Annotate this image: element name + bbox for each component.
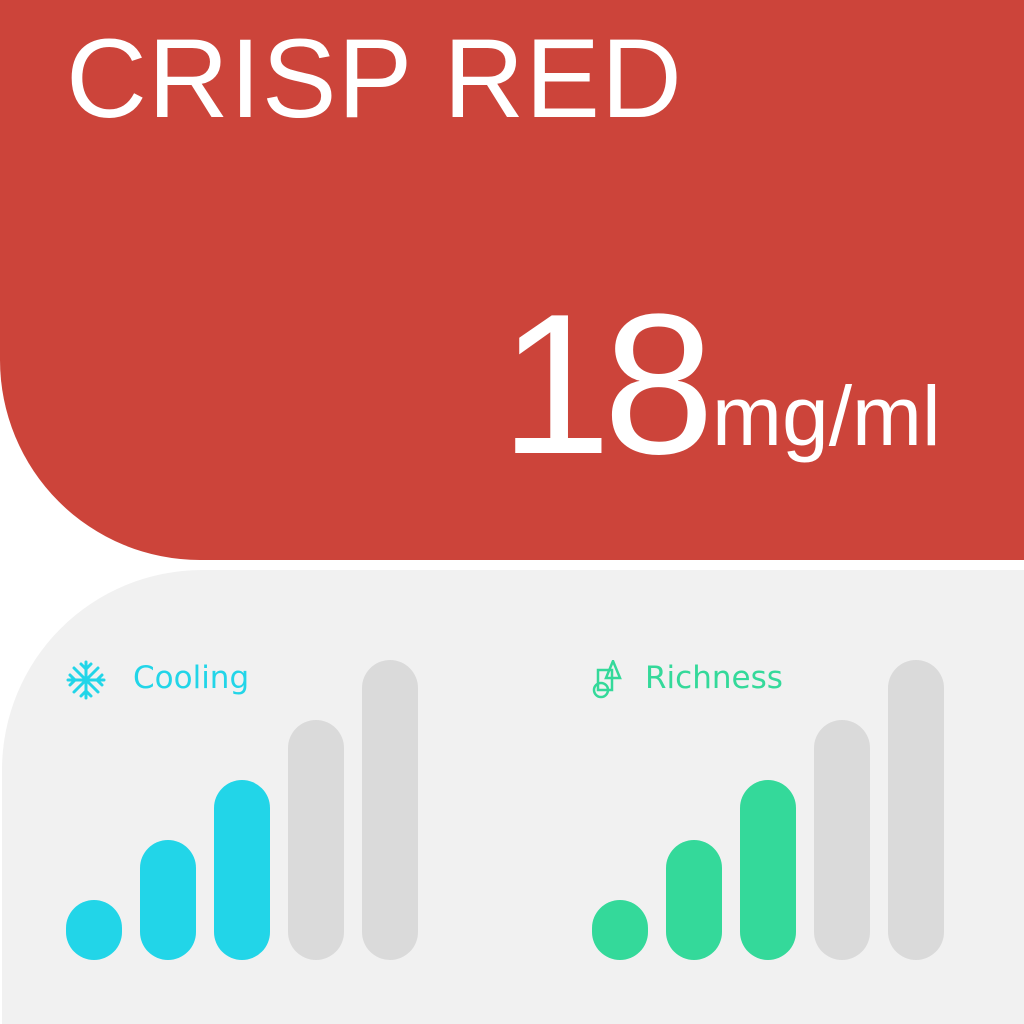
shapes-icon (592, 660, 622, 699)
cooling-level-bar (66, 900, 122, 960)
snowflake-icon (66, 660, 106, 700)
cooling-level-bar (288, 720, 344, 960)
nicotine-strength: 18 (500, 273, 714, 496)
product-name: CRISP RED (66, 16, 683, 141)
cooling-level-bar (362, 660, 418, 960)
cooling-level-bar (140, 840, 196, 960)
cooling-label: Cooling (133, 660, 250, 696)
header-panel (0, 0, 1024, 560)
richness-level-bar (888, 660, 944, 960)
richness-level-bar (814, 720, 870, 960)
strength-unit: mg/ml (712, 369, 941, 463)
richness-level-bar (592, 900, 648, 960)
richness-level-bar (740, 780, 796, 960)
cooling-level-bar (214, 780, 270, 960)
richness-level-bar (666, 840, 722, 960)
richness-label: Richness (645, 660, 783, 696)
